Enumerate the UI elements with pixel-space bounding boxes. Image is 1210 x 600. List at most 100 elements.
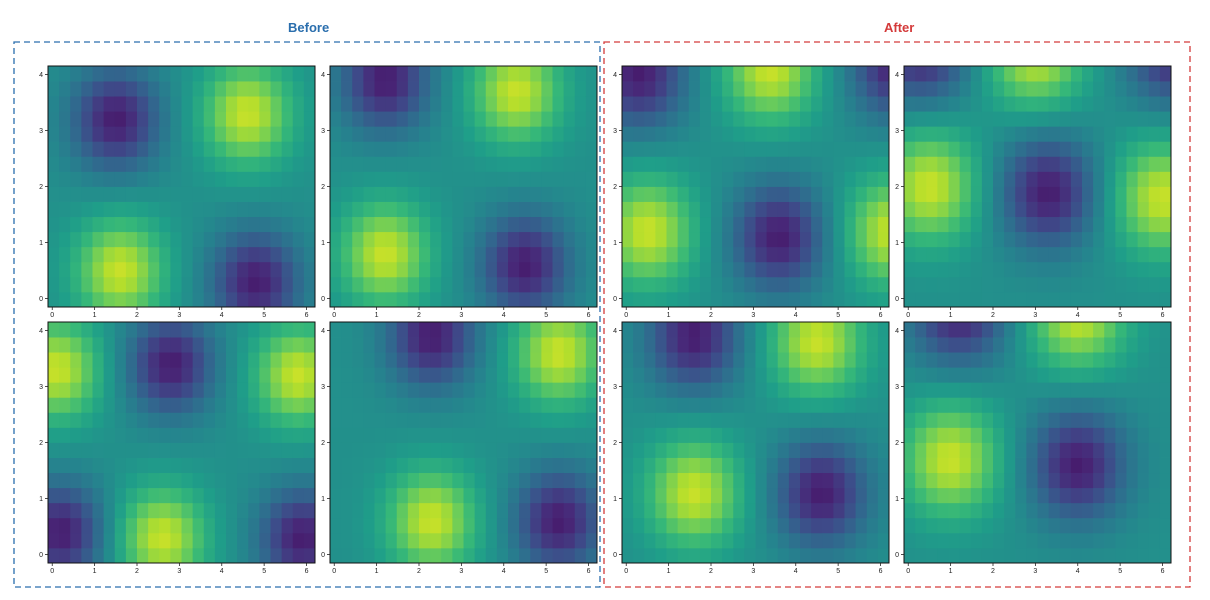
heat-cell	[833, 487, 845, 504]
heat-cell	[622, 427, 634, 443]
heat-cell	[633, 66, 645, 82]
heat-cell	[1137, 171, 1150, 187]
heat-cell	[666, 412, 679, 428]
heat-cell	[633, 261, 645, 278]
heat-cell	[688, 352, 701, 368]
heat-cell	[452, 367, 464, 383]
heat-cell	[430, 517, 442, 534]
heat-cell	[237, 502, 249, 519]
heat-cell	[292, 276, 305, 293]
heat-cell	[103, 472, 116, 489]
heat-cell	[407, 246, 420, 263]
heat-cell	[666, 141, 679, 157]
heat-cell	[281, 231, 294, 248]
heat-cell	[1137, 291, 1150, 308]
heat-cell	[711, 322, 723, 338]
heat-cell	[363, 171, 375, 187]
heat-cell	[430, 186, 442, 202]
heat-cell	[474, 231, 487, 248]
heat-cell	[237, 382, 249, 398]
y-tick-label: 3	[39, 128, 43, 135]
heat-cell	[508, 442, 520, 458]
heat-cell	[1004, 367, 1016, 383]
heat-cell	[248, 352, 260, 368]
heat-cell	[1126, 216, 1139, 233]
heat-cell	[441, 502, 453, 519]
heat-cell	[259, 261, 271, 278]
heat-cell	[541, 457, 553, 474]
heat-cell	[1082, 81, 1094, 97]
heat-cell	[430, 487, 442, 504]
heat-cell	[981, 547, 994, 564]
heat-cell	[666, 81, 679, 97]
heat-cell	[248, 186, 260, 202]
heat-cell	[81, 96, 93, 112]
heat-cell	[970, 261, 983, 278]
heat-cell	[248, 216, 260, 233]
heat-cell	[237, 111, 249, 127]
heat-cell	[292, 186, 305, 202]
heat-cell	[292, 156, 305, 172]
heat-cell	[541, 291, 553, 308]
heat-cell	[226, 216, 238, 233]
heat-cell	[699, 231, 712, 248]
heat-cell	[430, 532, 442, 549]
heat-cell	[496, 171, 509, 187]
heat-cell	[159, 66, 171, 82]
heat-cell	[937, 472, 949, 489]
heat-cell	[148, 126, 160, 142]
heat-cell	[1093, 231, 1105, 248]
x-tick-label: 6	[587, 312, 591, 319]
heat-cell	[552, 547, 565, 564]
heat-cell	[733, 246, 745, 263]
heat-cell	[644, 246, 656, 263]
heat-cell	[877, 367, 890, 383]
heat-cell	[855, 96, 868, 112]
heat-cell	[574, 171, 587, 187]
heat-cell	[1004, 291, 1016, 308]
heat-cell	[622, 231, 634, 248]
heat-cell	[530, 246, 542, 263]
heat-cell	[541, 141, 553, 157]
heat-cell	[970, 231, 983, 248]
heat-cell	[1059, 66, 1072, 82]
heat-cell	[981, 276, 994, 293]
heat-cell	[948, 337, 961, 353]
heat-cell	[519, 532, 531, 549]
heat-cell	[363, 246, 375, 263]
heat-cell	[1148, 382, 1161, 398]
heat-cell	[508, 201, 520, 218]
heat-cell	[970, 532, 983, 549]
heat-cell	[59, 171, 71, 187]
heat-cell	[508, 352, 520, 368]
heat-cell	[330, 337, 342, 353]
heat-cell	[926, 517, 938, 534]
heat-cell	[822, 81, 834, 97]
heat-cell	[844, 382, 857, 398]
x-tick-label: 5	[544, 568, 548, 575]
heat-cell	[926, 186, 938, 202]
heat-cell	[103, 382, 116, 398]
heat-cell	[1026, 502, 1038, 519]
heat-cell	[981, 412, 994, 428]
heat-cell	[363, 66, 375, 82]
heat-cell	[508, 322, 520, 338]
heat-cell	[341, 126, 353, 142]
heat-cell	[1159, 412, 1172, 428]
heat-cell	[552, 502, 565, 519]
heat-cell	[148, 261, 160, 278]
heat-cell	[1159, 427, 1172, 443]
heat-cell	[170, 111, 182, 127]
heat-cell	[519, 66, 531, 82]
heat-cell	[959, 412, 972, 428]
heat-cell	[1093, 171, 1105, 187]
heat-cell	[1048, 367, 1061, 383]
heat-cell	[800, 111, 812, 127]
heat-cell	[374, 201, 387, 218]
heat-cell	[993, 502, 1005, 519]
heat-cell	[541, 96, 553, 112]
heat-cell	[496, 261, 509, 278]
heat-cell	[633, 96, 645, 112]
heat-cell	[248, 96, 260, 112]
heat-cell	[363, 216, 375, 233]
